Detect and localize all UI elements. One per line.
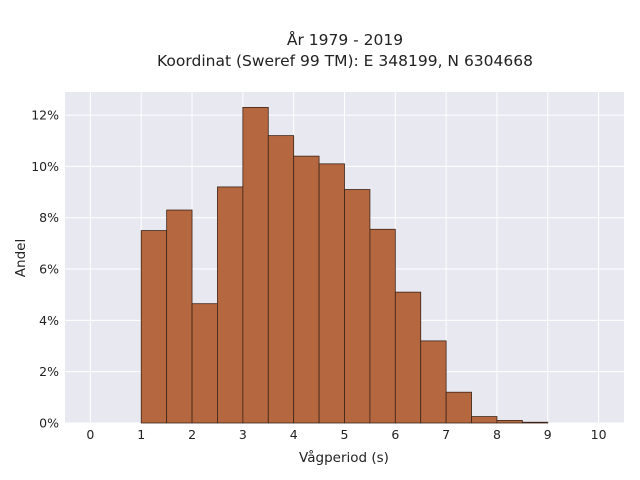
y-tick-label: 2%: [39, 364, 59, 379]
histogram-bar: [293, 155, 320, 424]
histogram-bar: [242, 106, 269, 424]
x-tick-label: 1: [137, 427, 145, 442]
histogram-bar: [166, 209, 193, 424]
x-tick-label: 4: [290, 427, 298, 442]
x-tick-label: 8: [493, 427, 501, 442]
y-tick-label: 0%: [39, 416, 59, 431]
y-tick-label: 6%: [39, 262, 59, 277]
histogram-bar: [420, 340, 447, 424]
x-tick-label: 0: [86, 427, 94, 442]
histogram-bar: [191, 303, 218, 424]
y-tick-label: 12%: [31, 108, 59, 123]
x-tick-label: 10: [591, 427, 607, 442]
x-axis-ticks: 0 1 2 3 4 5 6 7 8 9 10: [86, 427, 606, 442]
histogram-bar: [521, 421, 549, 424]
x-tick-label: 5: [341, 427, 349, 442]
histogram-bar: [140, 230, 168, 424]
x-tick-label: 7: [442, 427, 450, 442]
histogram-bar: [318, 163, 345, 424]
histogram-bar: [344, 189, 371, 424]
histogram-bar: [217, 186, 244, 424]
histogram-bar: [471, 416, 498, 424]
histogram-bar: [496, 420, 523, 424]
x-axis-label: Vågperiod (s): [299, 449, 389, 466]
chart-title-line-2: Koordinat (Sweref 99 TM): E 348199, N 63…: [157, 52, 533, 70]
y-tick-label: 10%: [31, 159, 59, 174]
y-axis-ticks: 0% 2% 4% 6% 8% 10% 12%: [31, 108, 59, 431]
histogram-bar: [445, 391, 472, 424]
y-tick-label: 8%: [39, 210, 59, 225]
x-tick-label: 2: [188, 427, 196, 442]
y-tick-label: 4%: [39, 313, 59, 328]
x-tick-label: 3: [239, 427, 247, 442]
chart-title-line-1: År 1979 - 2019: [287, 30, 403, 49]
histogram-bars: [140, 106, 549, 424]
histogram-bar: [394, 291, 422, 424]
histogram-bar: [369, 228, 396, 424]
y-axis-label: Andel: [13, 239, 29, 277]
histogram-bar: [267, 135, 295, 424]
x-tick-label: 6: [391, 427, 399, 442]
x-tick-label: 9: [544, 427, 552, 442]
